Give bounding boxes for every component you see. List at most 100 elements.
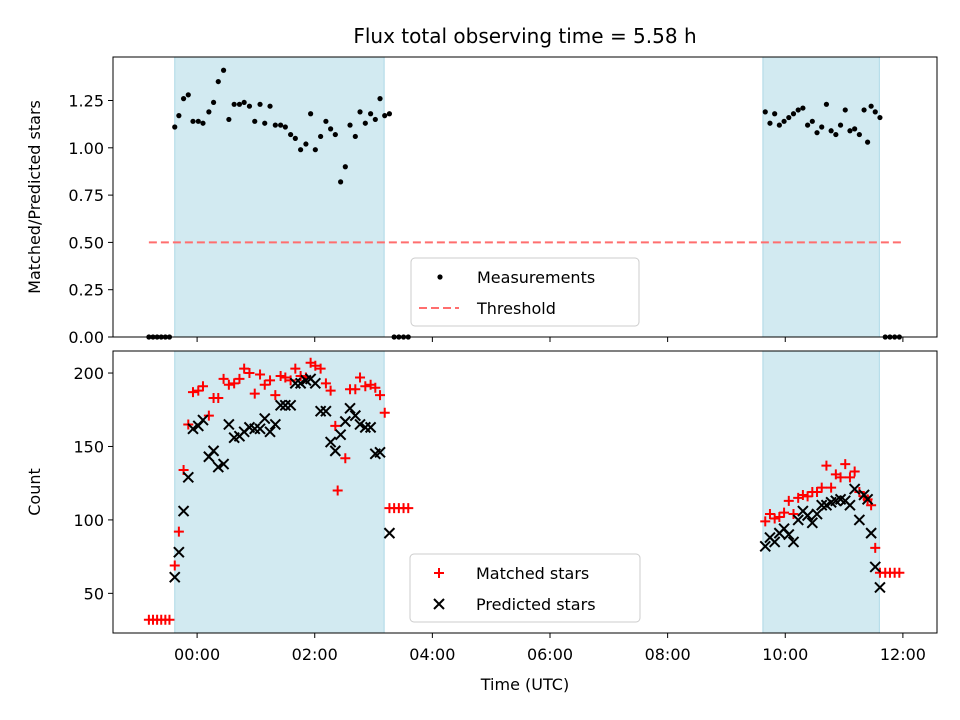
predicted-star-point bbox=[806, 517, 819, 529]
x-tick-label: 12:00 bbox=[880, 645, 926, 664]
legend-label: Matched stars bbox=[476, 564, 589, 583]
predicted-star-point bbox=[169, 571, 181, 583]
measurement-point bbox=[856, 131, 862, 138]
matched-star-point bbox=[270, 390, 281, 401]
matched-star-point bbox=[259, 379, 270, 390]
measurement-point bbox=[347, 122, 353, 128]
measurement-point bbox=[762, 109, 768, 115]
predicted-star-point bbox=[354, 418, 366, 431]
measurement-point bbox=[800, 105, 806, 111]
measurement-point bbox=[357, 109, 363, 115]
measurement-point bbox=[200, 120, 206, 126]
predicted-star-point bbox=[259, 412, 271, 425]
matched-star-point bbox=[403, 503, 414, 514]
matched-star-point bbox=[310, 360, 321, 371]
y-tick-label: 100 bbox=[73, 511, 104, 530]
predicted-star-point bbox=[320, 405, 332, 417]
measurement-point bbox=[872, 109, 878, 115]
measurement-point bbox=[767, 120, 773, 126]
matched-star-point bbox=[774, 511, 785, 522]
matched-star-point bbox=[290, 363, 301, 374]
measurement-point bbox=[215, 78, 221, 85]
matched-star-point bbox=[854, 487, 865, 497]
matched-star-point bbox=[239, 363, 250, 374]
predicted-star-point bbox=[853, 514, 866, 526]
matched-star-point bbox=[350, 384, 361, 395]
measurement-point bbox=[318, 133, 324, 140]
matched-star-point bbox=[197, 381, 208, 392]
x-tick-label: 00:00 bbox=[174, 645, 220, 664]
measurement-point bbox=[877, 114, 883, 121]
top-y-axis-label: Matched/Predicted stars bbox=[25, 100, 44, 294]
predicted-star-point bbox=[874, 581, 886, 594]
predicted-star-point bbox=[207, 445, 220, 457]
measurement-point bbox=[312, 147, 318, 153]
predicted-star-point bbox=[324, 436, 337, 448]
matched-star-point bbox=[320, 378, 331, 389]
measurement-point bbox=[833, 131, 839, 138]
matched-star-point bbox=[375, 390, 386, 401]
legend-marker-plus bbox=[434, 568, 444, 578]
measurement-point bbox=[338, 179, 344, 185]
measurement-point bbox=[172, 124, 178, 130]
predicted-star-point bbox=[254, 423, 266, 435]
measurement-point bbox=[352, 133, 358, 140]
measurement-point bbox=[323, 118, 329, 124]
measurement-point bbox=[861, 107, 867, 113]
shaded-interval bbox=[174, 351, 385, 633]
predicted-star-point bbox=[269, 418, 282, 431]
measurement-point bbox=[342, 164, 348, 170]
predicted-star-point bbox=[811, 508, 823, 520]
legend-label: Predicted stars bbox=[476, 595, 596, 614]
measurement-point bbox=[246, 103, 253, 109]
matched-star-point bbox=[769, 513, 780, 524]
matched-star-point bbox=[788, 509, 799, 520]
x-tick-label: 02:00 bbox=[292, 645, 338, 664]
measurement-point bbox=[368, 111, 374, 117]
predicted-star-point bbox=[383, 527, 396, 539]
y-tick-label: 150 bbox=[73, 437, 104, 456]
predicted-star-point bbox=[801, 509, 814, 522]
measurement-point bbox=[236, 101, 243, 107]
measurement-point bbox=[288, 131, 294, 138]
matched-star-point bbox=[249, 388, 260, 399]
predicted-star-point bbox=[349, 409, 362, 422]
matched-star-point bbox=[802, 491, 813, 502]
predicted-star-point bbox=[309, 377, 322, 390]
predicted-star-point bbox=[173, 546, 185, 558]
matched-star-point bbox=[760, 516, 771, 527]
matched-star-point bbox=[360, 381, 371, 392]
matched-star-point bbox=[265, 375, 276, 386]
y-tick-label: 1.00 bbox=[68, 139, 104, 158]
matched-star-point bbox=[826, 482, 837, 493]
measurement-point bbox=[292, 135, 298, 141]
predicted-star-point bbox=[274, 399, 287, 412]
matched-star-point bbox=[255, 369, 266, 380]
x-tick-label: 06:00 bbox=[527, 645, 573, 664]
matched-star-point bbox=[325, 385, 336, 396]
legend-label: Measurements bbox=[477, 268, 595, 287]
shaded-interval bbox=[174, 57, 385, 337]
matched-star-point bbox=[870, 542, 881, 553]
matched-star-point bbox=[340, 453, 351, 464]
measurement-point bbox=[786, 114, 792, 121]
matched-star-point bbox=[821, 460, 832, 471]
matched-star-point bbox=[370, 382, 381, 393]
matched-star-point bbox=[234, 373, 245, 384]
predicted-star-point bbox=[339, 415, 352, 428]
measurement-point bbox=[298, 147, 304, 153]
predicted-star-point bbox=[334, 429, 347, 441]
measurement-point bbox=[190, 118, 196, 124]
measurement-point bbox=[176, 113, 182, 119]
measurement-point bbox=[282, 124, 288, 130]
bottom-y-axis-label: Count bbox=[25, 468, 44, 516]
matched-star-point bbox=[280, 372, 291, 383]
predicted-star-point bbox=[816, 499, 828, 511]
measurement-point bbox=[814, 130, 820, 136]
measurement-point bbox=[842, 107, 848, 113]
top-panel: 0.00 0.25 0.50 0.75 1.00 1.25 Matched/Predict… bbox=[25, 56, 938, 347]
measurement-point bbox=[262, 120, 268, 126]
measurement-point bbox=[195, 118, 201, 124]
predicted-star-point bbox=[294, 377, 307, 390]
